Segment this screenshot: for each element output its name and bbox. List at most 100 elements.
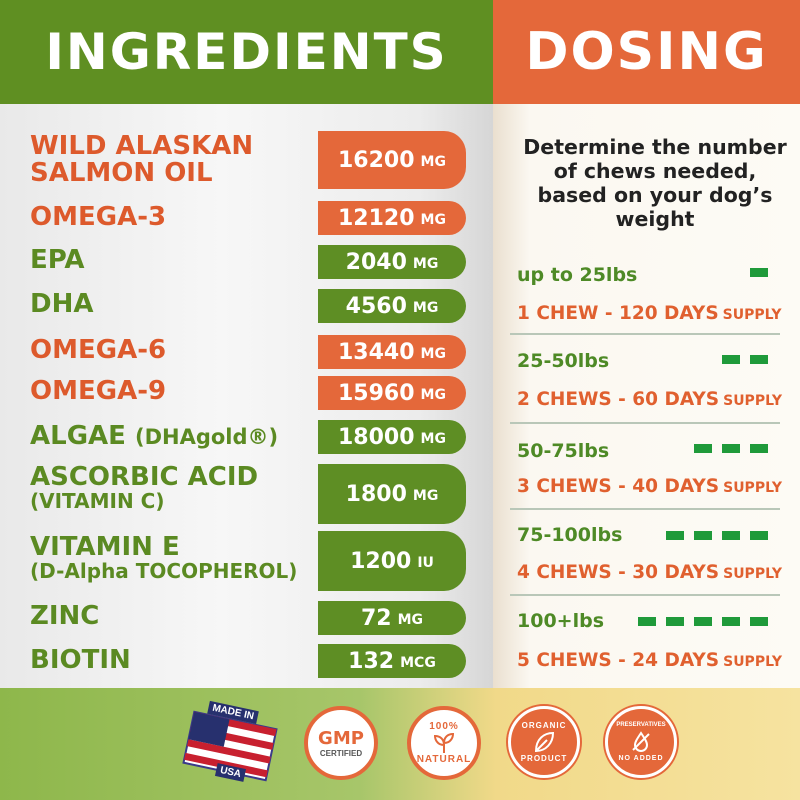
ingredient-name: OMEGA-9	[30, 377, 166, 405]
usa-flag-icon	[182, 710, 278, 782]
ingredient-name-line2: (D-Alpha TOCOPHEROL)	[30, 559, 298, 584]
amount-unit: MG	[420, 154, 446, 170]
ingredient-amount: 15960 MG	[318, 376, 466, 410]
natural-badge: 100% NATURAL	[407, 706, 481, 780]
dose-divider	[510, 594, 780, 596]
chew-bar	[722, 617, 740, 626]
dose-text-suffix: SUPPLY	[723, 480, 782, 496]
chew-bar	[750, 444, 768, 453]
ingredient-amount: 132 MCG	[318, 644, 466, 678]
gmp-sub-label: CERTIFIED	[319, 749, 363, 758]
dosing-title: DOSING	[525, 22, 768, 82]
dose-weight-label: 25-50lbs	[517, 350, 610, 372]
amount-value: 1200	[350, 548, 412, 574]
amount-unit: MG	[420, 212, 446, 228]
badge-footer	[0, 688, 800, 800]
amount-unit: MG	[420, 431, 446, 447]
ingredient-name-line1: WILD ALASKAN	[30, 131, 254, 161]
ingredient-name: DHA	[30, 289, 94, 319]
ingredient-amount: 1800 MG	[318, 464, 466, 524]
amount-unit: MG	[412, 300, 439, 316]
gmp-certified-badge: GMP CERTIFIED	[304, 706, 378, 780]
dosing-header: DOSING	[493, 0, 800, 104]
chew-bar	[750, 268, 768, 277]
dosing-intro: Determine the number of chews needed, ba…	[523, 135, 787, 231]
dose-text-main: 3 CHEWS - 40 DAYS	[517, 476, 720, 497]
amount-unit: MG	[412, 488, 439, 504]
chew-bar	[750, 531, 768, 540]
dose-text-main: 5 CHEWS - 24 DAYS	[517, 650, 720, 671]
ingredient-name-line1: ALGAE	[30, 421, 126, 451]
dose-text-suffix: SUPPLY	[722, 307, 782, 323]
amount-value: 12120	[338, 205, 415, 231]
ingredient-name: ASCORBIC ACID (VITAMIN C)	[30, 463, 258, 514]
organic-product-badge: ORGANIC PRODUCT	[508, 706, 580, 778]
amount-unit: MCG	[400, 655, 436, 671]
dose-weight-label: 100+lbs	[517, 610, 605, 632]
ingredient-name-line1: ZINC	[30, 601, 100, 631]
ingredient-amount: 16200 MG	[318, 131, 466, 189]
leaf-icon	[534, 731, 555, 753]
chew-bar	[694, 444, 712, 453]
ingredient-name-line1: BIOTIN	[30, 645, 131, 675]
organic-label: ORGANIC	[521, 721, 567, 730]
gmp-label: GMP	[318, 728, 364, 749]
amount-unit: MG	[420, 346, 446, 362]
dose-supply-text: 5 CHEWS - 24 DAYS SUPPLY	[517, 650, 782, 671]
dose-divider	[510, 422, 780, 424]
chew-bar	[750, 617, 768, 626]
dose-supply-text: 4 CHEWS - 30 DAYS SUPPLY	[517, 562, 782, 583]
chew-bar	[638, 617, 656, 626]
amount-value: 18000	[338, 424, 415, 450]
no-added-label: NO ADDED	[618, 755, 664, 762]
amount-value: 16200	[338, 147, 415, 173]
chew-bar	[694, 531, 712, 540]
dose-text-main: 2 CHEWS - 60 DAYS	[517, 389, 720, 410]
chew-count-indicator	[666, 531, 768, 540]
ingredient-name-line2: (VITAMIN C)	[30, 489, 165, 514]
ingredient-name: EPA	[30, 245, 85, 275]
ingredient-name-line2: SALMON OIL	[30, 158, 213, 189]
amount-value: 15960	[338, 380, 415, 406]
amount-value: 2040	[345, 249, 407, 275]
ingredient-amount: 2040 MG	[318, 245, 466, 279]
chew-bar	[666, 617, 684, 626]
dose-divider	[510, 333, 780, 335]
ingredient-amount: 72 MG	[318, 601, 466, 635]
dose-supply-text: 2 CHEWS - 60 DAYS SUPPLY	[517, 389, 782, 410]
dose-weight-label: 75-100lbs	[517, 524, 623, 546]
dose-text-suffix: SUPPLY	[723, 654, 782, 670]
ingredient-name: WILD ALASKAN SALMON OIL	[30, 131, 254, 189]
chew-count-indicator	[722, 355, 768, 364]
product-label: PRODUCT	[520, 754, 568, 763]
preservatives-label: PRESERVATIVES	[616, 722, 666, 728]
ingredient-name-line1: DHA	[30, 289, 94, 319]
ingredient-name-line1: EPA	[30, 245, 85, 275]
ingredient-name: OMEGA-6	[30, 336, 166, 364]
natural-label: NATURAL	[416, 754, 472, 765]
amount-value: 4560	[345, 293, 407, 319]
amount-value: 72	[360, 605, 392, 631]
ingredient-name-line1: OMEGA-3	[30, 202, 167, 232]
ingredient-name: VITAMIN E (D-Alpha TOCOPHEROL)	[30, 532, 298, 584]
chew-bar	[694, 617, 712, 626]
ingredient-name: OMEGA-3	[30, 202, 167, 232]
ingredient-name-line1: VITAMIN E	[30, 532, 180, 562]
chew-bar	[750, 355, 768, 364]
dose-text-main: 1 CHEW - 120 DAYS	[517, 303, 719, 324]
ingredient-name: ZINC	[30, 601, 100, 631]
chew-count-indicator	[750, 268, 768, 277]
dose-weight-label: up to 25lbs	[517, 264, 638, 286]
ingredient-amount: 18000 MG	[318, 420, 466, 454]
ingredients-title: INGREDIENTS	[45, 23, 448, 81]
amount-unit: MG	[420, 387, 446, 403]
no-drop-icon	[632, 731, 650, 752]
amount-value: 132	[348, 648, 395, 674]
ingredient-amount: 4560 MG	[318, 289, 466, 323]
ingredient-amount: 12120 MG	[318, 201, 466, 235]
ingredient-name-suffix: (DHAgold®)	[134, 425, 279, 449]
dose-weight-label: 50-75lbs	[517, 440, 610, 462]
made-in-usa-badge: MADE IN USA	[178, 700, 282, 784]
dose-divider	[510, 508, 780, 510]
